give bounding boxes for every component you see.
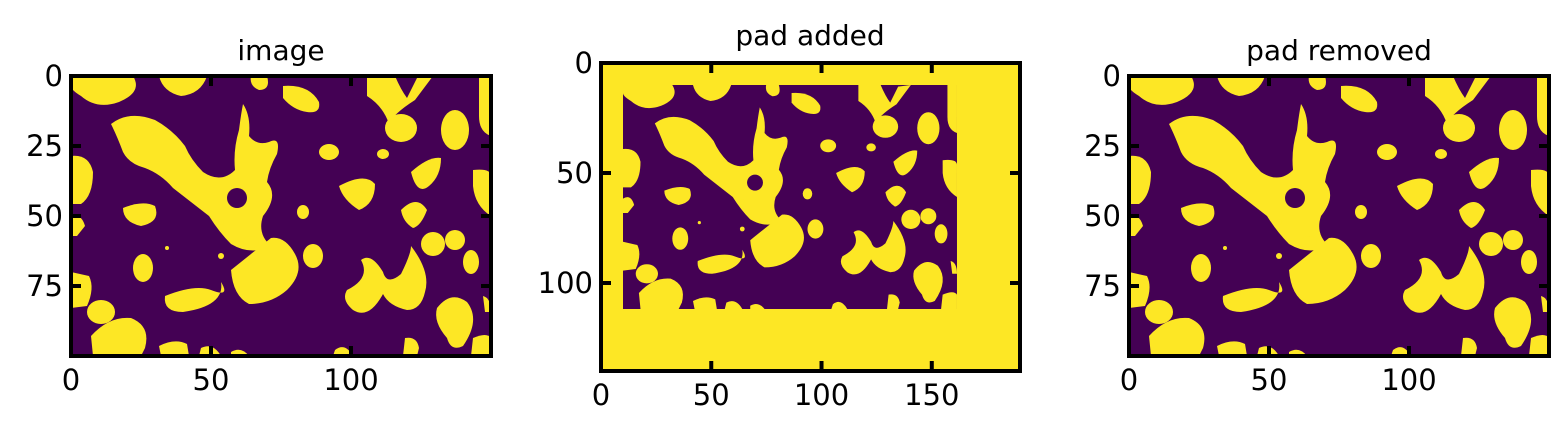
y-tick-label: 0	[45, 59, 63, 93]
y-tick-label: 50	[556, 156, 593, 190]
x-tick-label: 150	[904, 378, 959, 412]
y-tick-label: 0	[575, 46, 593, 80]
panel-title: image	[237, 34, 324, 67]
axis-ticks: 0 50 100 0 25 50 75 0 50 100 150 0 50 100 0 50 100 0 25 50 7…	[26, 46, 1549, 412]
y-tick-label: 25	[1084, 129, 1121, 163]
plot-frame	[599, 61, 1022, 373]
y-tick-label: 50	[1084, 199, 1121, 233]
y-tick-label: 0	[1103, 59, 1121, 93]
x-tick-label: 0	[62, 363, 80, 397]
panel-pad-removed: pad removed	[1127, 34, 1551, 358]
x-tick-label: 50	[193, 363, 230, 397]
y-tick-label: 75	[26, 269, 63, 303]
panel-title: pad removed	[1246, 34, 1432, 67]
x-tick-label: 100	[794, 378, 849, 412]
x-tick-label: 50	[1251, 363, 1288, 397]
y-tick-label: 50	[26, 199, 63, 233]
y-tick-label: 75	[1084, 269, 1121, 303]
x-tick-label: 100	[323, 363, 378, 397]
x-tick-label: 0	[1120, 363, 1138, 397]
x-tick-label: 0	[592, 378, 610, 412]
x-tick-label: 100	[1381, 363, 1436, 397]
y-tick-label: 100	[538, 266, 593, 300]
y-tick-label: 25	[26, 129, 63, 163]
panel-image: image	[69, 34, 493, 358]
panel-title: pad added	[735, 19, 884, 52]
x-tick-label: 50	[693, 378, 730, 412]
panel-pad-added: pad added	[599, 19, 1022, 373]
